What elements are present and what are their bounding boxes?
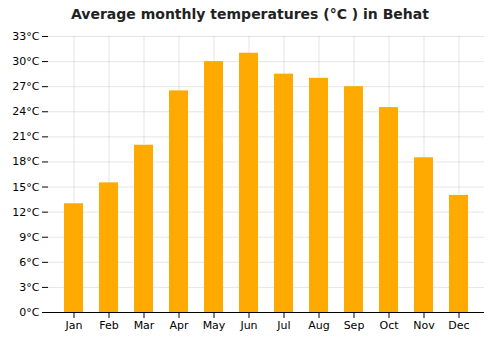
svg-text:18°C: 18°C bbox=[12, 155, 39, 168]
html-text:Average monthly temperatures (: Average monthly temperatures (°C ) in Be… bbox=[71, 6, 429, 22]
svg-text:12°C: 12°C bbox=[12, 206, 39, 219]
svg-text:27°C: 27°C bbox=[12, 80, 39, 93]
svg-text:24°C: 24°C bbox=[12, 105, 39, 118]
svg-text:Aug: Aug bbox=[308, 319, 329, 332]
svg-text:Mar: Mar bbox=[134, 319, 155, 332]
svg-text:6°C: 6°C bbox=[19, 256, 39, 269]
svg-text:Dec: Dec bbox=[448, 319, 469, 332]
svg-text:Apr: Apr bbox=[169, 319, 189, 332]
svg-text:Jun: Jun bbox=[239, 319, 257, 332]
svg-text:Jul: Jul bbox=[276, 319, 290, 332]
svg-text:May: May bbox=[203, 319, 226, 332]
svg-text:Oct: Oct bbox=[379, 319, 399, 332]
svg-text:9°C: 9°C bbox=[19, 231, 39, 244]
svg-text:3°C: 3°C bbox=[19, 281, 39, 294]
svg-text:33°C: 33°C bbox=[12, 30, 39, 43]
svg-text:15°C: 15°C bbox=[12, 181, 39, 194]
svg-text:Feb: Feb bbox=[99, 319, 118, 332]
svg-text:30°C: 30°C bbox=[12, 55, 39, 68]
svg-text:Nov: Nov bbox=[413, 319, 435, 332]
svg-text:0°C: 0°C bbox=[19, 306, 39, 319]
svg-text:Jan: Jan bbox=[65, 319, 83, 332]
svg-text:21°C: 21°C bbox=[12, 130, 39, 143]
svg-text:Sep: Sep bbox=[344, 319, 365, 332]
